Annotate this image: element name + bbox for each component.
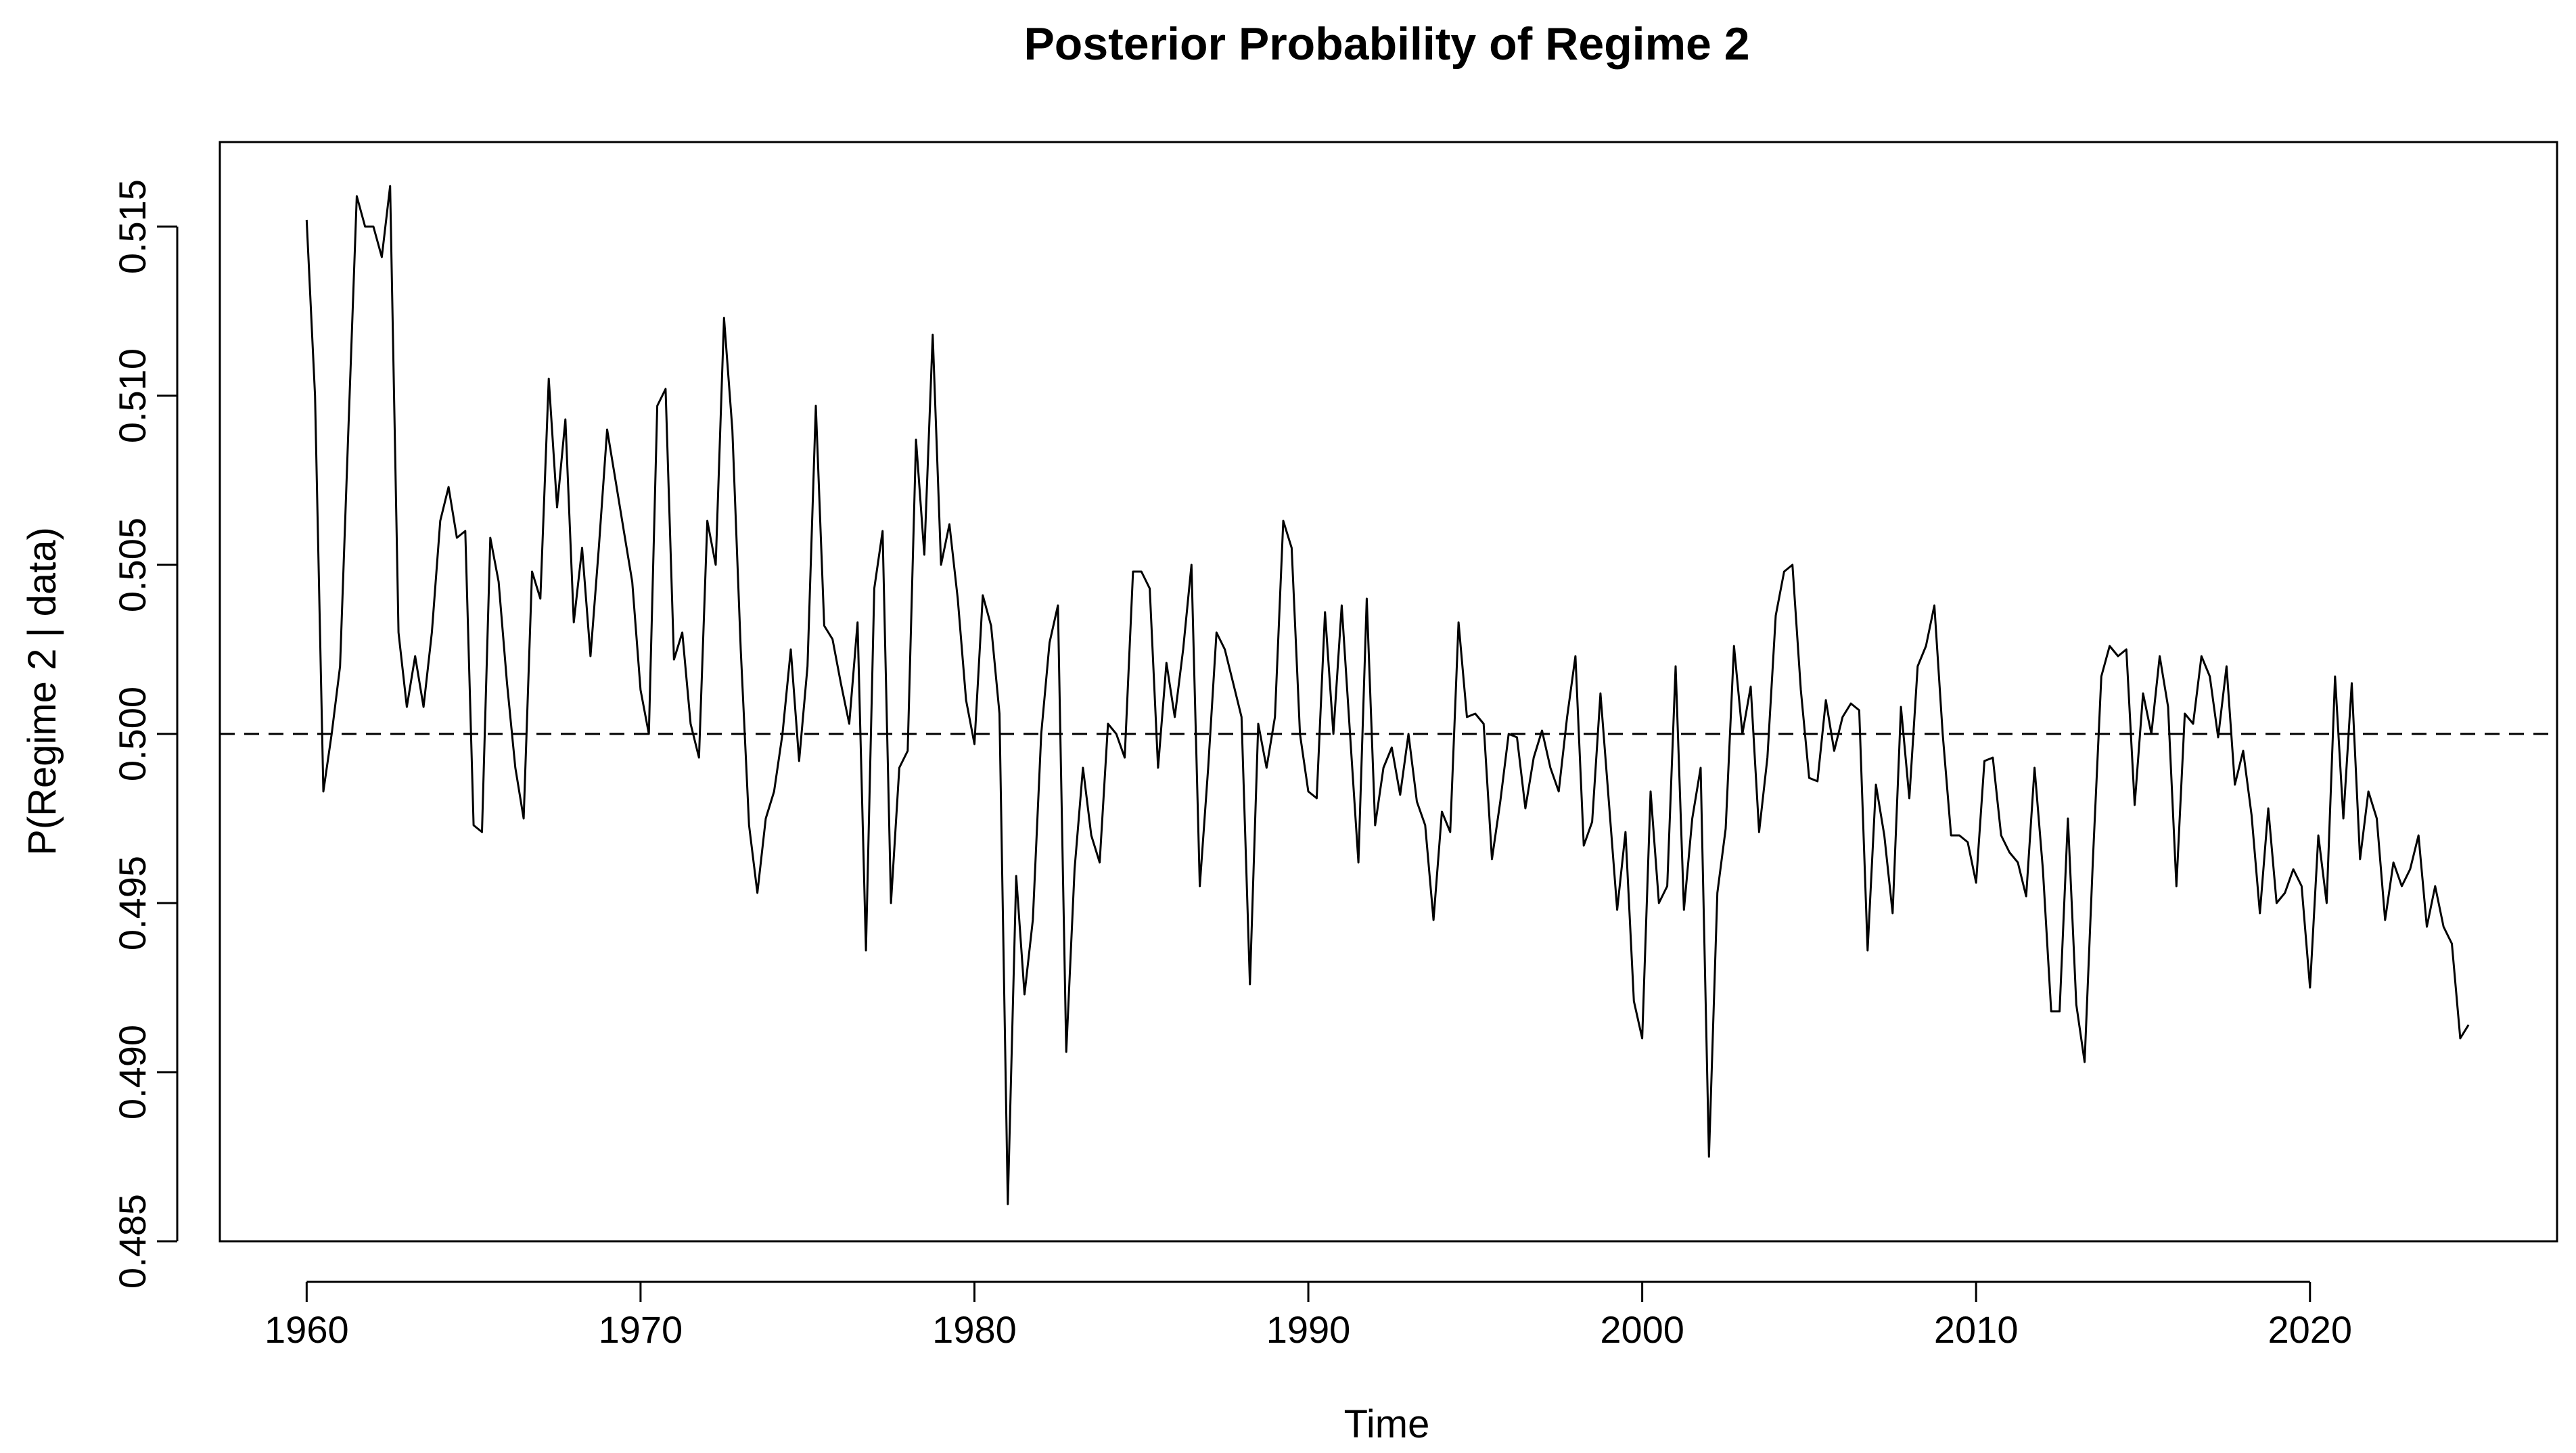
y-tick-label: 0.515 [111, 179, 154, 274]
y-tick-label: 0.510 [111, 348, 154, 443]
x-tick-label: 1960 [264, 1308, 349, 1351]
y-tick-label: 0.505 [111, 517, 154, 612]
y-tick-label: 0.485 [111, 1194, 154, 1289]
y-tick-label: 0.500 [111, 687, 154, 781]
y-tick-label: 0.495 [111, 856, 154, 950]
y-tick-label: 0.490 [111, 1025, 154, 1120]
x-tick-label: 1970 [599, 1308, 683, 1351]
x-tick-label: 2010 [1934, 1308, 2019, 1351]
x-tick-label: 2000 [1600, 1308, 1684, 1351]
x-axis-label: Time [1344, 1402, 1430, 1446]
x-tick-label: 1990 [1266, 1308, 1351, 1351]
y-axis-label: P(Regime 2 | data) [20, 527, 64, 856]
series-line [305, 185, 2470, 1205]
chart-title: Posterior Probability of Regime 2 [1024, 18, 1749, 70]
x-ticks: 1960 1970 1980 1990 2000 2010 2020 [264, 1282, 2352, 1351]
plot-frame [218, 141, 2558, 1243]
y-ticks: 0.485 0.490 0.495 0.500 0.505 0.510 0.515 [111, 179, 177, 1289]
x-tick-label: 1980 [932, 1308, 1017, 1351]
x-tick-label: 2020 [2268, 1308, 2352, 1351]
